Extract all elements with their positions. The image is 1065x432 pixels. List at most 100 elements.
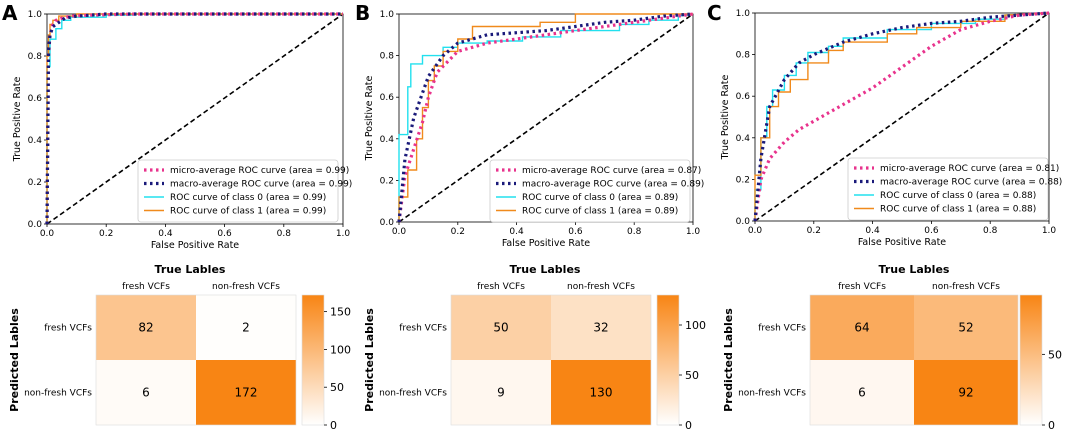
colorbar-tick-label: 100 [685,319,706,332]
cm-grid-outline [450,294,652,426]
y-tick-label: 0.6 [28,94,43,104]
y-axis-label: True Positive Rate [12,77,23,163]
cm-grid-outline [95,294,297,426]
roc-curve-2 [46,13,343,224]
cm-cell-value: 32 [593,321,608,335]
colorbar-tick-label: 50 [685,369,699,382]
confusion-matrix-a: True Lables fresh VCFs non-fresh VCFs fresh… [8,263,351,432]
x-tick-label: 0.6 [217,229,232,239]
cm-cell [914,295,1018,360]
roc-curve-3 [754,12,1050,221]
cm-row-label: fresh VCFs [44,324,92,334]
y-tick-label: 0.4 [28,136,43,146]
cm-cell [551,360,651,425]
cm-col-label: fresh VCFs [477,282,525,292]
x-tick-label: 0.2 [807,226,821,236]
colorbar-tick-label: 50 [1048,348,1062,361]
roc-curve-2 [398,13,694,222]
cm-row-label: non-fresh VCFs [738,389,806,399]
y-tick-label: 0.2 [736,175,750,185]
cm-cell-value: 130 [590,386,613,400]
cm-title: True Lables [879,263,950,276]
cm-title: True Lables [510,263,581,276]
cm-cell [196,360,296,425]
cm-cell-value: 82 [138,321,153,335]
x-tick-label: 0.0 [40,229,55,239]
confusion-matrix-c: True Lables fresh VCFs non-fresh VCFs fresh… [722,263,1062,432]
y-tick-label: 0.4 [736,134,751,144]
cm-row-label: non-fresh VCFs [24,389,92,399]
cm-cell [196,295,296,360]
legend-label: ROC curve of class 1 (area = 0.99) [170,207,326,217]
cm-cell-value: 50 [493,321,508,335]
y-tick-label: 0.8 [28,52,43,62]
x-tick-label: 0.8 [627,227,642,237]
y-tick-label: 0.6 [736,92,751,102]
colorbar [1019,294,1043,426]
x-tick-label: 0.2 [99,229,113,239]
x-axis-label: False Positive Rate [502,238,590,249]
cm-cell [914,360,1018,425]
cm-y-axis-label: Predicted Lables [363,308,376,412]
colorbar-tick-label: 50 [330,381,344,394]
x-tick-label: 1.0 [1042,226,1057,236]
panel-label-a: A [2,1,18,25]
roc-curve-1 [753,11,1050,222]
cm-row-label: fresh VCFs [758,324,806,334]
x-tick-label: 1.0 [336,229,351,239]
roc-curve-1 [397,12,694,223]
x-tick-label: 0.4 [158,229,173,239]
cm-cell-value: 9 [497,386,505,400]
cm-cell-value: 6 [858,386,866,400]
legend-label: macro-average ROC curve (area = 0.99) [170,180,352,190]
cm-y-axis-label: Predicted Lables [722,308,735,412]
y-tick-label: 0.2 [380,176,394,186]
colorbar [656,294,680,426]
cm-cell [810,360,914,425]
confusion-matrix-b: True Lables fresh VCFs non-fresh VCFs fresh… [363,263,706,432]
x-tick-label: 0.4 [865,226,880,236]
cm-col-label: non-fresh VCFs [932,282,1000,292]
y-tick-label: 0.2 [28,178,42,188]
legend-label: ROC curve of class 0 (area = 0.89) [522,193,678,203]
x-tick-label: 0.2 [451,227,465,237]
panel-label-b: B [355,1,370,25]
cm-cell-value: 92 [958,386,973,400]
legend-label: macro-average ROC curve (area = 0.89) [522,180,704,190]
cm-cell-value: 64 [854,321,869,335]
x-tick-label: 0.8 [277,229,292,239]
legend-label: micro-average ROC curve (area = 0.81) [880,164,1059,174]
cm-row-label: fresh VCFs [399,324,447,334]
legend-box [847,157,1049,221]
cm-grid-outline [809,294,1019,426]
roc-plot-c: 0.0 0.2 0.4 0.6 0.8 1.0 0.0 0.2 0.4 0.6 0.8 1.0 Fals… [720,9,1062,248]
cm-cell [551,295,651,360]
panel-label-c: C [707,1,722,25]
cm-cell [451,360,551,425]
x-axis-label: False Positive Rate [151,240,239,251]
cm-cell [96,360,196,425]
x-axis-label: False Positive Rate [858,237,946,248]
y-axis-label: True Positive Rate [720,75,731,161]
cm-col-label: fresh VCFs [838,282,886,292]
colorbar-tick-label: 0 [1048,419,1055,432]
y-tick-label: 1.0 [28,10,43,20]
x-tick-label: 0.0 [748,226,763,236]
cm-cell-value: 6 [142,386,150,400]
chance-diagonal [46,13,344,225]
y-tick-label: 0.0 [28,220,43,230]
y-tick-label: 0.0 [380,218,395,228]
chance-diagonal [398,13,694,223]
legend-label: ROC curve of class 0 (area = 0.88) [880,191,1036,201]
y-tick-label: 0.8 [380,52,395,62]
cm-col-label: fresh VCFs [122,282,170,292]
y-tick-label: 1.0 [736,9,751,19]
y-tick-label: 0.4 [380,135,395,145]
cm-cell-value: 172 [235,386,258,400]
colorbar-tick-label: 100 [330,343,351,356]
cm-y-axis-label: Predicted Lables [8,308,21,412]
cm-cell-value: 2 [242,321,250,335]
x-tick-label: 0.6 [568,227,583,237]
y-axis-label: True Positive Rate [364,76,375,162]
